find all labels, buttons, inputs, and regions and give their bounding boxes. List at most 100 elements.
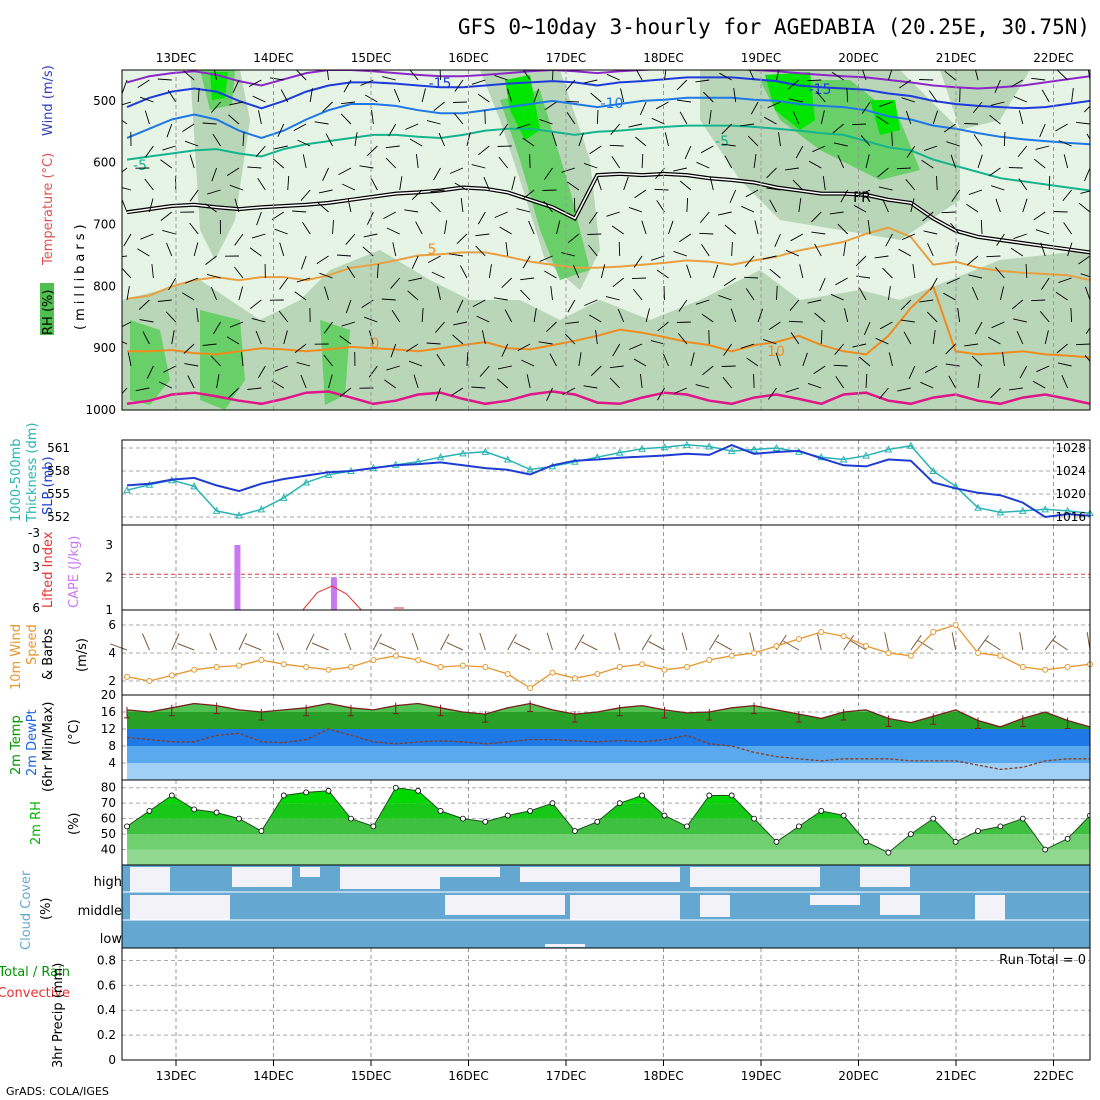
wind-barb bbox=[686, 264, 692, 279]
wind-barb bbox=[583, 162, 598, 169]
thickness-marker bbox=[190, 482, 199, 490]
wind-barb bbox=[874, 255, 889, 259]
wind-barb bbox=[229, 101, 244, 106]
wind-barb bbox=[140, 233, 154, 240]
wind-barb bbox=[211, 101, 221, 113]
wind-barb bbox=[242, 131, 245, 147]
wind-barb bbox=[617, 308, 625, 323]
wind-barb bbox=[521, 359, 535, 367]
cape-bar bbox=[234, 545, 241, 610]
wind10-marker bbox=[235, 662, 242, 669]
y-tick-label: 12 bbox=[101, 722, 116, 736]
cloud-clear bbox=[440, 867, 500, 877]
wind-barb bbox=[905, 110, 912, 125]
wind-barb bbox=[1040, 242, 1046, 257]
date-label-bottom: 16DEC bbox=[448, 1069, 488, 1083]
rh2m-marker bbox=[392, 784, 399, 791]
wind-barb bbox=[966, 203, 979, 213]
wind-barb bbox=[471, 164, 486, 169]
wind-barb bbox=[366, 211, 374, 225]
wind10-barb bbox=[305, 633, 315, 651]
wind-barb bbox=[908, 365, 916, 379]
wind-barb bbox=[861, 101, 871, 114]
wind-barb bbox=[744, 276, 759, 279]
wind10-barb bbox=[238, 633, 248, 651]
wind-barb bbox=[435, 321, 445, 333]
slp-labels: 1000-500mb Thickness (dm) SLP (mb) bbox=[9, 423, 56, 523]
rh-band bbox=[127, 834, 1090, 850]
wind10-marker bbox=[482, 664, 489, 670]
rh2m-marker bbox=[527, 808, 534, 814]
rh2m-marker bbox=[885, 849, 892, 856]
wind-barb bbox=[1086, 133, 1090, 140]
thickness-marker bbox=[906, 441, 915, 449]
wind-barb bbox=[1013, 318, 1027, 323]
wind-barb bbox=[328, 374, 333, 389]
wind-barb bbox=[583, 385, 598, 389]
y-tick-label: 1 bbox=[105, 603, 113, 617]
wind-barb bbox=[300, 374, 307, 389]
wind-barb bbox=[484, 109, 486, 125]
wind-barb bbox=[466, 351, 469, 367]
wind-barb bbox=[511, 176, 516, 191]
y-tick-label: 60 bbox=[101, 812, 116, 826]
rh2m-marker bbox=[146, 808, 153, 814]
wind-barb bbox=[664, 132, 669, 147]
wind-barb bbox=[1084, 167, 1090, 182]
wind-barb bbox=[185, 277, 199, 284]
wind-barb bbox=[676, 321, 691, 323]
wind10-barb bbox=[244, 642, 262, 651]
wind-barb bbox=[409, 70, 419, 81]
y-tick-label: 0.6 bbox=[97, 978, 116, 992]
wind-barb bbox=[634, 189, 647, 199]
wind-barb bbox=[278, 310, 289, 323]
wind-barb bbox=[900, 299, 912, 311]
wind-barb bbox=[945, 363, 960, 367]
cloud-clear bbox=[700, 895, 730, 917]
wind-barb bbox=[905, 179, 916, 191]
wind10-barb bbox=[344, 632, 352, 651]
wind-barb bbox=[314, 121, 329, 125]
wind-barb bbox=[1061, 375, 1069, 389]
wind-barb bbox=[506, 88, 513, 103]
wind-barb bbox=[762, 255, 777, 260]
wind-barb bbox=[700, 145, 714, 154]
wind-barb bbox=[788, 320, 803, 323]
wind-barb bbox=[363, 233, 378, 238]
wind-barb bbox=[280, 89, 289, 103]
wind-barb bbox=[408, 360, 423, 367]
wind-barb bbox=[701, 313, 714, 323]
y-tick-label: 20 bbox=[101, 688, 116, 702]
wind-barb bbox=[476, 315, 490, 323]
wind10-marker bbox=[370, 657, 377, 663]
wind-barb bbox=[341, 101, 356, 105]
wind-barb bbox=[975, 70, 979, 81]
date-label-top: 14DEC bbox=[253, 51, 293, 65]
wind-barb bbox=[196, 308, 199, 323]
wind-barb bbox=[633, 358, 647, 367]
wind-barb bbox=[858, 287, 867, 301]
wind-barb bbox=[768, 387, 777, 400]
wind-barb bbox=[323, 354, 333, 367]
wind-barb bbox=[885, 233, 893, 247]
wind-barb bbox=[635, 136, 647, 147]
t2m-label-4: (°C) bbox=[67, 719, 82, 745]
wind-barb bbox=[730, 308, 737, 323]
wind10-marker bbox=[459, 662, 466, 669]
wind-barb bbox=[600, 264, 606, 279]
t2m-label-1: 2m Temp bbox=[9, 715, 24, 775]
wind-barb bbox=[703, 91, 714, 103]
wind-barb bbox=[122, 167, 128, 173]
rh2m-unit: (%) bbox=[67, 813, 82, 836]
temp2m-minmax bbox=[840, 709, 847, 721]
y-tick-label: 1028 bbox=[1055, 441, 1086, 455]
wind-barb bbox=[249, 247, 262, 257]
wind-barb bbox=[522, 137, 535, 147]
cloud-clear bbox=[300, 867, 320, 877]
wind-barb bbox=[790, 233, 804, 242]
wind-barb bbox=[678, 299, 688, 312]
wind-barb bbox=[944, 70, 956, 81]
wind-barb bbox=[948, 375, 957, 389]
wind-barb bbox=[744, 255, 755, 267]
wind-barb bbox=[212, 134, 221, 147]
